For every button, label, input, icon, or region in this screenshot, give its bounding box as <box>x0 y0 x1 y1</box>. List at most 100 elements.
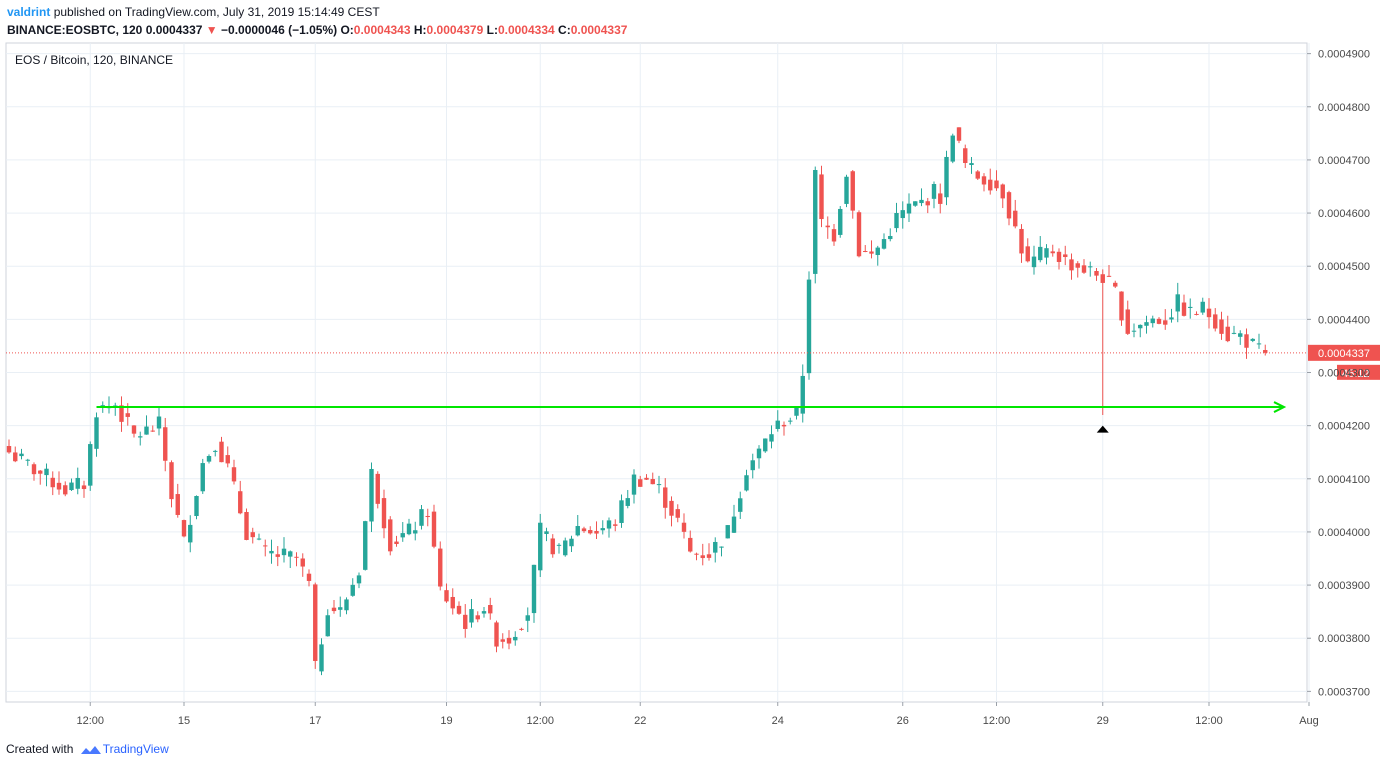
candle-body <box>150 430 155 432</box>
open-label: O: <box>340 23 354 37</box>
candle-body <box>988 179 993 191</box>
time-tick-label: 12:00 <box>76 715 104 727</box>
candle-body <box>169 462 174 500</box>
candle-body <box>719 546 724 548</box>
price-chart[interactable]: 0.0004337 45:12 0.0004900 0.0004800 0.00047… <box>0 0 1387 740</box>
price-tick-label: 0.0004200 <box>1318 421 1370 433</box>
chart-title: EOS / Bitcoin, 120, BINANCE <box>15 53 173 67</box>
candle-body <box>419 509 424 526</box>
candle-body <box>588 530 593 534</box>
candle-body <box>1056 251 1062 262</box>
time-tick-label: 26 <box>897 715 909 727</box>
candle-body <box>31 464 37 475</box>
symbol-name[interactable]: BINANCE:EOSBTC, 120 <box>7 23 143 37</box>
candle-body <box>69 482 74 491</box>
candle-body <box>531 564 537 614</box>
candle-body <box>869 251 874 254</box>
candle-body <box>319 644 324 672</box>
candle-body <box>88 444 93 486</box>
support-arrow-head-icon <box>1273 401 1287 413</box>
candle-body <box>1238 333 1243 337</box>
candle-body <box>1200 301 1205 313</box>
candle-body <box>669 500 674 516</box>
footer: Created with TradingView <box>6 742 169 756</box>
candle-body <box>569 538 574 547</box>
candle-body <box>1119 291 1124 321</box>
candle-body <box>119 405 124 422</box>
candle-body <box>456 605 462 614</box>
candle-body <box>544 531 549 534</box>
time-tick-label: 12:00 <box>526 715 554 727</box>
time-tick-label: Aug <box>1299 715 1319 727</box>
candle-body <box>19 453 24 457</box>
candle-body <box>1100 274 1105 283</box>
candle-body <box>1213 314 1218 329</box>
candle-body <box>1206 308 1212 318</box>
price-tick-label: 0.0003700 <box>1318 686 1370 698</box>
time-tick-label: 12:00 <box>983 715 1011 727</box>
candle-body <box>1225 326 1230 342</box>
candle-body <box>1256 343 1262 345</box>
candle-body <box>256 538 262 540</box>
price-tick-label: 0.0003900 <box>1318 580 1370 592</box>
candle-body <box>650 479 655 485</box>
candle-body <box>1069 259 1074 271</box>
candle-body <box>156 416 162 429</box>
candle-body <box>350 584 355 596</box>
candle-body <box>1163 320 1168 325</box>
price-tick-label: 0.0004400 <box>1318 314 1370 326</box>
candle-body <box>1219 319 1224 334</box>
candle-body <box>1194 313 1199 315</box>
candle-body <box>1006 192 1012 219</box>
candle-body <box>713 541 718 553</box>
candle-body <box>550 538 555 555</box>
candle-body <box>444 590 449 602</box>
candle-body <box>381 498 387 529</box>
candle-body <box>1044 248 1049 258</box>
candle-body <box>1050 251 1055 254</box>
candle-body <box>525 615 530 621</box>
time-tick-label: 15 <box>178 715 190 727</box>
time-tick-label: 12:00 <box>1195 715 1223 727</box>
candle-body <box>856 212 862 257</box>
candle-body <box>450 596 455 609</box>
candle-body <box>413 530 418 534</box>
candle-body <box>425 515 430 518</box>
candle-body <box>819 174 824 220</box>
candle-body <box>331 607 337 612</box>
candle-body <box>538 522 543 571</box>
candle-body <box>131 425 137 434</box>
candle-body <box>1013 210 1018 227</box>
candle-body <box>1025 246 1030 262</box>
candle-body <box>63 485 68 495</box>
price-axis[interactable]: 0.0004900 0.0004800 0.0004700 0.0004600 0.00… <box>1307 49 1370 699</box>
candle-body <box>506 637 512 644</box>
candle-body <box>875 247 880 256</box>
candle-body <box>275 554 280 557</box>
close-label: C: <box>558 23 571 37</box>
candle-body <box>50 477 55 488</box>
candle-body <box>625 498 630 506</box>
candle-body <box>981 176 987 185</box>
candle-body <box>1000 184 1005 199</box>
candle-body <box>813 170 818 274</box>
candle-body <box>1019 228 1024 254</box>
candle-body <box>950 135 955 162</box>
time-tick-label: 19 <box>440 715 452 727</box>
candle-body <box>700 555 705 559</box>
candle-body <box>675 509 680 518</box>
candle-body <box>594 530 599 534</box>
time-axis[interactable]: 12:00 15 17 19 12:00 22 24 26 12:00 29 12:00 Aug <box>76 702 1319 727</box>
tradingview-brand[interactable]: TradingView <box>102 742 169 756</box>
candle-body <box>363 521 368 570</box>
candle-body <box>81 485 87 490</box>
candle-body <box>56 482 62 490</box>
candle-body <box>975 171 980 179</box>
candle-body <box>519 628 524 630</box>
high-label: H: <box>413 23 427 37</box>
price-change: −0.0000046 (−1.05%) <box>221 23 338 37</box>
candle-body <box>906 203 912 214</box>
author-name[interactable]: valdrint <box>7 5 51 19</box>
candle-body <box>388 519 393 552</box>
candle-body <box>250 532 255 538</box>
